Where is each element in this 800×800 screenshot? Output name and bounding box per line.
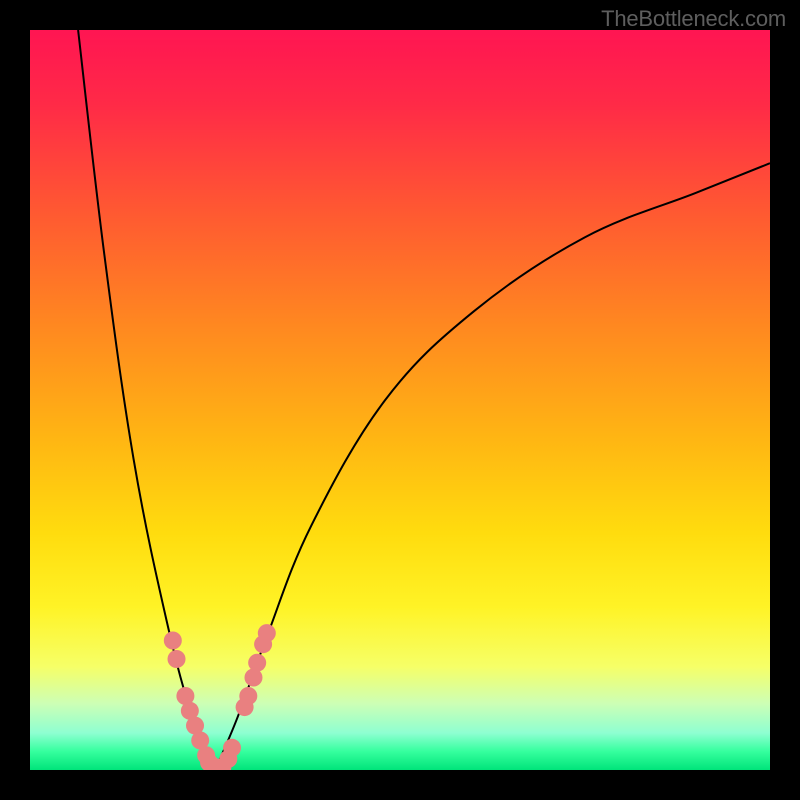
data-marker [239, 687, 257, 705]
chart-root: TheBottleneck.com [0, 0, 800, 800]
data-marker [248, 654, 266, 672]
watermark-text: TheBottleneck.com [601, 6, 786, 32]
data-marker [223, 739, 241, 757]
data-marker [168, 650, 186, 668]
data-marker [258, 624, 276, 642]
chart-background [30, 30, 770, 770]
chart-svg [0, 0, 800, 800]
data-marker [164, 632, 182, 650]
